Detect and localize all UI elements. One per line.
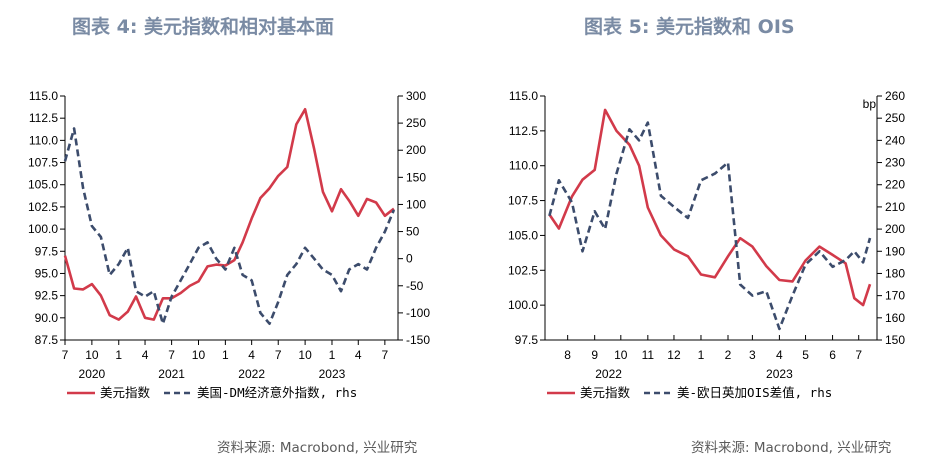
c1-x-tick-label: 4 [355,348,362,362]
c2-year-label: 2023 [766,367,793,381]
c1-year-label: 2020 [79,367,106,381]
c1-x-tick-label: 4 [248,348,255,362]
c1-right-tick-label: 250 [406,116,426,130]
c2-left-tick-label: 97.5 [515,333,539,347]
c1-left-tick-label: 102.5 [28,200,58,214]
c2-right-tick-label: 190 [885,244,905,258]
c2-right-tick-label: 260 [885,89,905,103]
c2-left-tick-label: 102.5 [508,263,538,277]
c1-right-tick-label: -50 [406,279,424,293]
charts-canvas: 115.0 112.5 110.0 107.5 105.0 102.5 100.0 97.5 9… [28,89,905,400]
right-source-note: 资料来源: Macrobond, 兴业研究 [691,440,892,456]
c2-right-tick-label: 170 [885,289,905,303]
c1-x-tick-label: 1 [115,348,122,362]
c2-x-tick-label: 11 [642,348,655,362]
c2-series-usd-index-line [548,108,872,307]
c1-x-tick-label: 7 [62,348,69,362]
c1-series-rhs-line [63,127,396,326]
c1-right-tick-label: 300 [406,89,426,103]
c2-series-rhs-line [548,121,872,331]
c2-right-tick-label: 240 [885,133,905,147]
c2-right-unit: bp [863,97,877,111]
c1-left-tick-label: 105.0 [28,178,58,192]
c2-left-tick-label: 105.0 [508,228,538,242]
c2-right-tick-label: 180 [885,266,905,280]
c2-legend-label: 美元指数 [580,385,631,400]
c2-x-tick-label: 10 [614,348,628,362]
c2-x-tick-label: 2 [725,348,732,362]
right-chart-title: 图表 5: 美元指数和 OIS [584,16,795,38]
c1-year-label: 2023 [319,367,346,381]
c2-left-tick-label: 100.0 [508,298,538,312]
c1-left-tick-label: 107.5 [28,156,58,170]
c2-x-tick-label: 4 [776,348,783,362]
c1-legend-label: 美元指数 [100,385,151,400]
c1-x-tick-label: 1 [329,348,336,362]
c2-right-tick-label: 150 [885,333,905,347]
c1-left-tick-label: 100.0 [28,222,58,236]
c1-left-tick-label: 87.5 [35,333,59,347]
c1-right-tick-label: 200 [406,143,426,157]
c2-right-tick-label: 250 [885,111,905,125]
c1-year-label: 2021 [158,367,185,381]
c1-x-tick-label: 10 [298,348,312,362]
c2-right-tick-label: 220 [885,178,905,192]
left-source-note: 资料来源: Macrobond, 兴业研究 [217,440,418,456]
c1-year-label: 2022 [238,367,265,381]
c2-x-tick-label: 9 [591,348,598,362]
c2-x-tick-label: 5 [802,348,809,362]
c2-legend-label: 美-欧日英加OIS差值, rhs [677,385,832,400]
c1-series-usd-index-line [63,108,395,321]
c1-left-tick-label: 92.5 [35,289,59,303]
c1-right-tick-label: 150 [406,170,426,184]
c1-x-tick-label: 1 [222,348,229,362]
c2-x-tick-label: 1 [698,348,705,362]
c2-x-tick-label: 8 [564,348,571,362]
c2-right-tick-label: 160 [885,311,905,325]
c1-right-tick-label: -150 [406,333,430,347]
c2-x-tick-label: 7 [855,348,862,362]
c2-year-label: 2022 [595,367,622,381]
c2-x-tick-label: 3 [749,348,756,362]
c1-legend-label: 美国-DM经济意外指数, rhs [197,385,357,400]
c2-x-tick-label: 12 [667,348,681,362]
c1-right-tick-label: 0 [406,252,413,266]
c2-right-tick-label: 200 [885,222,905,236]
c1-x-tick-label: 7 [275,348,282,362]
c2-right-tick-label: 210 [885,200,905,214]
c1-left-tick-label: 97.5 [35,244,59,258]
c1-x-tick-label: 7 [382,348,389,362]
c2-left-tick-label: 115.0 [509,89,538,103]
c1-x-tick-label: 7 [168,348,175,362]
c1-x-tick-label: 4 [142,348,149,362]
c2-left-tick-label: 107.5 [508,194,538,208]
c1-x-tick-label: 10 [85,348,99,362]
c1-left-tick-label: 115.0 [29,89,58,103]
c1-right-tick-label: 50 [406,225,420,239]
c2-left-tick-label: 112.5 [509,124,538,138]
c1-x-tick-label: 10 [192,348,206,362]
c1-left-tick-label: 112.5 [29,111,58,125]
left-chart-title: 图表 4: 美元指数和相对基本面 [72,16,335,38]
c1-left-tick-label: 95.0 [35,266,59,280]
c1-left-tick-label: 110.0 [29,133,58,147]
c1-right-tick-label: 100 [406,197,426,211]
c2-right-tick-label: 230 [885,156,905,170]
c2-x-tick-label: 6 [829,348,836,362]
c2-left-tick-label: 110.0 [509,159,538,173]
c1-right-tick-label: -100 [406,306,430,320]
c1-left-tick-label: 90.0 [35,311,59,325]
